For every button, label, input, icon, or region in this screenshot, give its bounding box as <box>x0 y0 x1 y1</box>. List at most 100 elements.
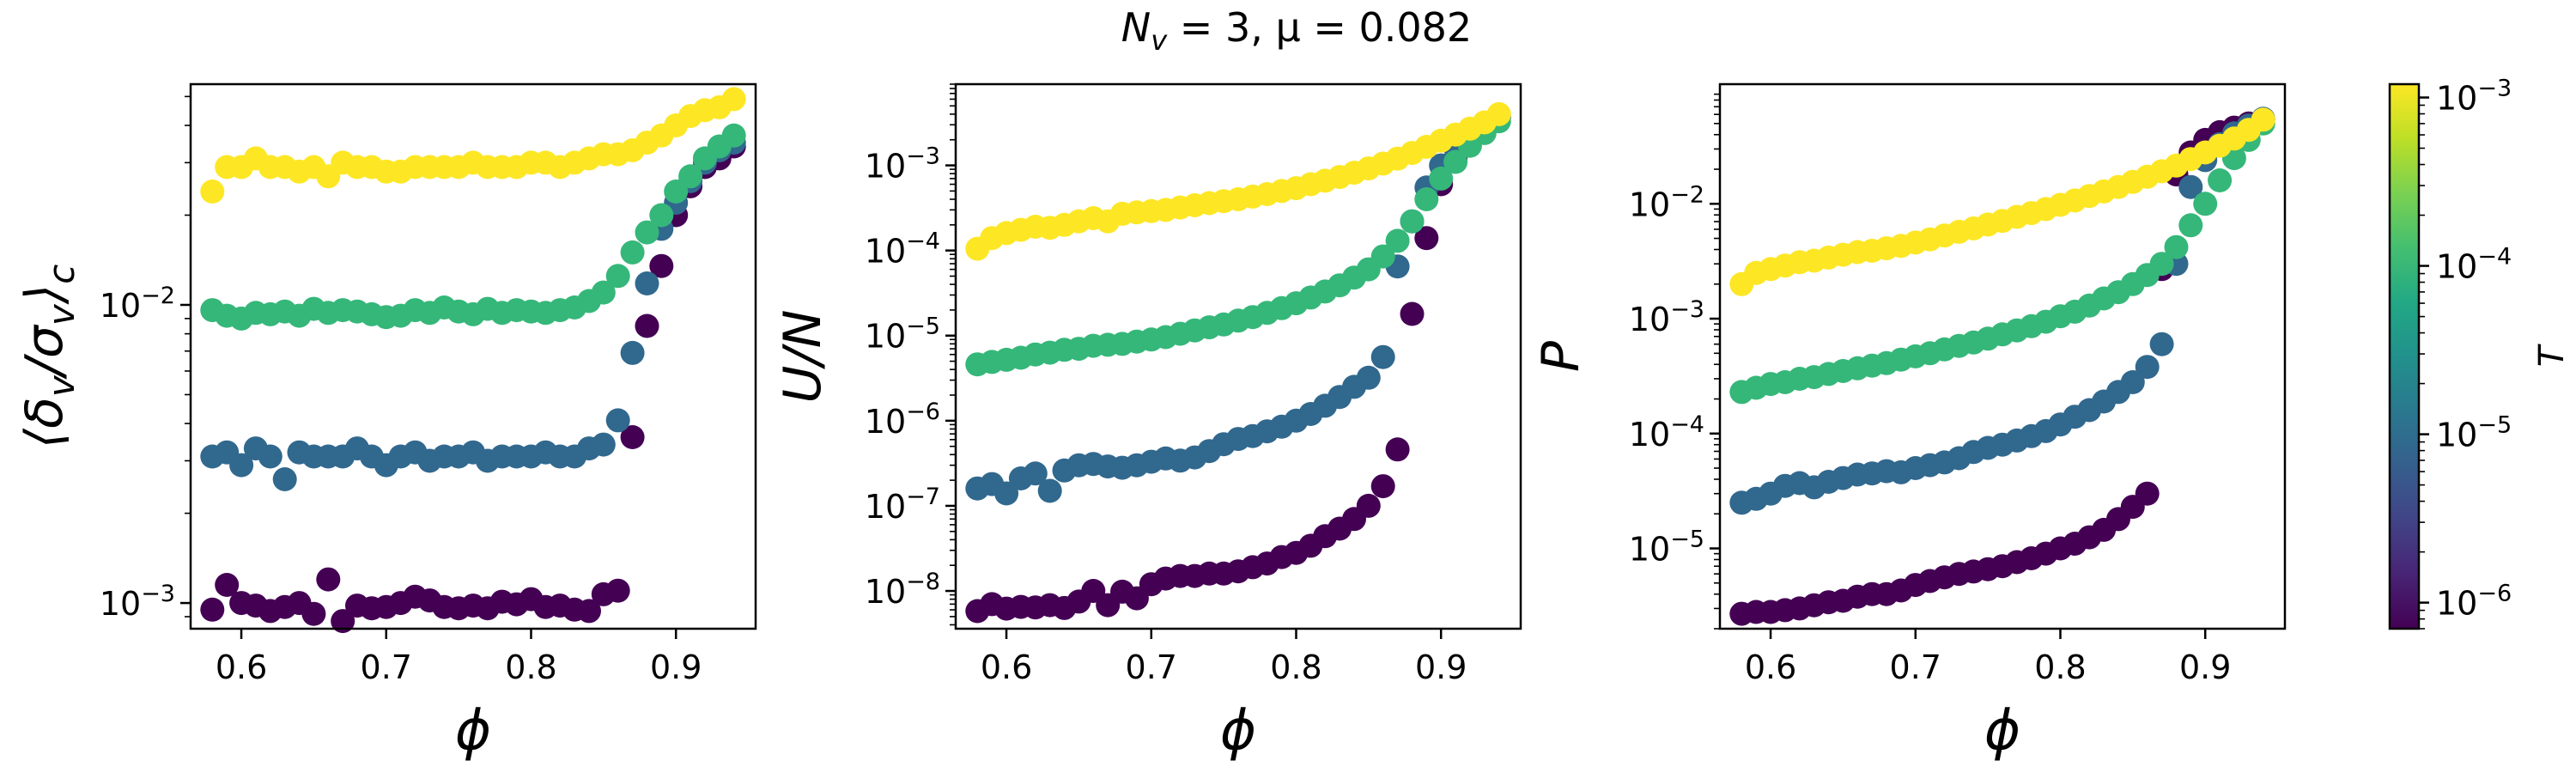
x-tick-label: 0.9 <box>2179 648 2231 686</box>
data-point <box>2135 355 2160 380</box>
data-point <box>229 453 254 478</box>
scatter-points <box>200 87 746 634</box>
data-point <box>1429 166 1454 191</box>
y-tick-label: 10−5 <box>1629 526 1704 569</box>
y-tick-label: 10−6 <box>865 399 940 441</box>
data-point <box>1486 101 1511 126</box>
data-point <box>635 271 659 295</box>
data-point <box>591 280 616 305</box>
x-axis-label: ϕ <box>455 699 491 763</box>
data-point <box>258 444 283 469</box>
figure-suptitle: Nv = 3, μ = 0.082 <box>1121 4 1472 57</box>
y-axis-label: P <box>1531 340 1591 372</box>
x-tick-label: 0.6 <box>981 648 1032 686</box>
data-point <box>678 164 703 189</box>
data-point <box>721 87 746 112</box>
axes-frame <box>1718 82 2287 630</box>
data-point <box>620 340 645 365</box>
x-axis-label: ϕ <box>1220 699 1256 763</box>
data-point <box>605 264 630 289</box>
data-point <box>2178 213 2203 238</box>
panel-order-parameter: 0.6 0.7 0.8 0.9 10−3 10−2 ϕ ⟨δv/σv⟩c <box>15 82 757 763</box>
data-point <box>2135 481 2160 506</box>
data-point <box>635 313 659 338</box>
panel-pressure: 0.6 0.7 0.8 0.9 10−5 10−4 10−3 10−2 ϕ P <box>1531 82 2287 763</box>
data-point <box>605 408 630 433</box>
data-point <box>1400 301 1425 326</box>
y-tick-label: 10−4 <box>865 228 940 271</box>
data-point <box>591 432 616 457</box>
x-tick-label: 0.6 <box>1745 648 1796 686</box>
data-point <box>2251 107 2275 132</box>
data-point <box>635 220 659 245</box>
colorbar-tick-label: 10−4 <box>2436 244 2512 286</box>
data-point <box>2149 332 2174 356</box>
suptitle-rest: = 3, μ = 0.082 <box>1167 4 1472 51</box>
data-point <box>620 240 645 265</box>
x-axis-label: ϕ <box>1984 699 2020 763</box>
suptitle-prefix: N <box>1121 4 1151 51</box>
y-axis-label: U/N <box>773 309 833 403</box>
data-point <box>2149 252 2174 277</box>
data-point <box>1370 474 1395 499</box>
data-point <box>605 578 630 603</box>
data-point <box>1370 344 1395 369</box>
y-tick-label: 10−7 <box>865 484 940 526</box>
colorbar-tick-label: 10−3 <box>2436 76 2512 118</box>
x-tick-label: 0.7 <box>361 648 412 686</box>
x-tick-label: 0.7 <box>1890 648 1941 686</box>
data-point <box>721 123 746 148</box>
x-tick-label: 0.8 <box>2034 648 2086 686</box>
data-point <box>649 253 674 278</box>
data-point <box>649 203 674 228</box>
y-tick-label: 10−5 <box>865 313 940 356</box>
data-point <box>1385 437 1410 462</box>
data-point <box>1400 209 1425 234</box>
scatter-points <box>1729 107 2275 626</box>
x-tick-label: 0.8 <box>1270 648 1321 686</box>
data-point <box>1356 493 1381 518</box>
y-tick-label: 10−2 <box>100 283 175 325</box>
data-point <box>620 425 645 449</box>
colorbar: 10−6 10−5 10−4 10−3 T <box>2388 76 2572 630</box>
data-point <box>664 180 689 204</box>
axes-frame <box>189 82 757 630</box>
y-tick-label: 10−4 <box>1629 411 1704 453</box>
data-point <box>1037 478 1062 503</box>
data-point <box>2178 174 2203 199</box>
data-point <box>2120 370 2145 394</box>
y-tick-label: 10−8 <box>865 569 940 611</box>
y-tick-label: 10−2 <box>1629 181 1704 223</box>
colorbar-frame <box>2388 82 2421 630</box>
data-point <box>1370 244 1395 269</box>
suptitle-subscript: v <box>1151 24 1168 57</box>
y-tick-label: 10−3 <box>865 143 940 186</box>
x-tick-label: 0.6 <box>216 648 267 686</box>
x-tick-label: 0.9 <box>650 648 702 686</box>
data-point <box>1385 228 1410 253</box>
colorbar-label: T <box>2532 343 2572 367</box>
data-point <box>2164 234 2189 259</box>
data-point <box>272 467 297 491</box>
data-point <box>2193 192 2218 216</box>
x-tick-label: 0.7 <box>1126 648 1177 686</box>
data-point <box>577 599 601 624</box>
y-tick-label: 10−3 <box>100 581 175 623</box>
x-tick-label: 0.9 <box>1415 648 1467 686</box>
data-point <box>1414 226 1439 251</box>
data-point <box>1443 149 1468 174</box>
axes-frame <box>954 82 1522 630</box>
data-point <box>331 609 355 634</box>
data-point <box>215 573 240 597</box>
data-point <box>2208 168 2233 192</box>
y-axis-label: ⟨δv/σv⟩c <box>15 265 82 449</box>
y-tick-label: 10−3 <box>1629 296 1704 338</box>
data-point <box>1356 365 1381 390</box>
data-point <box>301 601 326 626</box>
panel-energy: 0.6 0.7 0.8 0.9 10−8 10−7 10−6 10−5 10−4 10−3 ϕ U/N <box>773 82 1522 763</box>
data-point <box>316 567 341 592</box>
x-tick-label: 0.8 <box>505 648 556 686</box>
data-point <box>1414 187 1439 211</box>
colorbar-gradient <box>2390 84 2419 629</box>
